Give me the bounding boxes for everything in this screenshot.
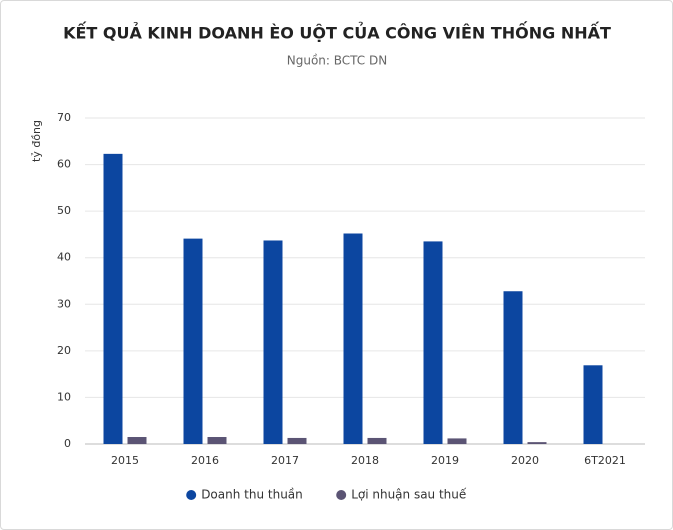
chart-subtitle: Nguồn: BCTC DN — [287, 54, 387, 68]
bar — [367, 437, 387, 444]
bar — [447, 438, 467, 444]
bar — [103, 153, 123, 445]
bar — [503, 291, 523, 444]
bar — [583, 365, 603, 444]
y-tick-label: 20 — [57, 344, 71, 357]
x-tick-label: 2019 — [431, 454, 459, 467]
x-tick-label: 2018 — [351, 454, 379, 467]
x-tick-label: 2017 — [271, 454, 299, 467]
legend-marker — [336, 490, 347, 500]
y-tick-label: 0 — [64, 437, 71, 450]
chart-title: KẾT QUẢ KINH DOANH ÈO UỘT CỦA CÔNG VIÊN … — [63, 22, 611, 43]
legend-marker — [186, 490, 197, 500]
y-tick-label: 50 — [57, 204, 71, 217]
bar — [207, 437, 227, 444]
bar — [287, 437, 307, 444]
y-tick-label: 60 — [57, 158, 71, 171]
y-tick-label: 40 — [57, 251, 71, 264]
x-tick-label: 2016 — [191, 454, 219, 467]
legend-label: Doanh thu thuần — [201, 488, 303, 502]
bar — [127, 437, 147, 444]
y-tick-label: 30 — [57, 297, 71, 310]
x-tick-label: 2015 — [111, 454, 139, 467]
bar — [183, 238, 203, 444]
y-axis-label: tỷ đồng — [30, 120, 43, 162]
x-tick-label: 2020 — [511, 454, 539, 467]
legend-label: Lợi nhuận sau thuế — [351, 488, 467, 502]
y-tick-label: 70 — [57, 111, 71, 124]
bar — [263, 240, 283, 444]
x-tick-label: 6T2021 — [584, 454, 626, 467]
bar — [423, 241, 443, 444]
y-tick-label: 10 — [57, 390, 71, 403]
bar — [343, 233, 363, 444]
bar — [527, 442, 547, 444]
